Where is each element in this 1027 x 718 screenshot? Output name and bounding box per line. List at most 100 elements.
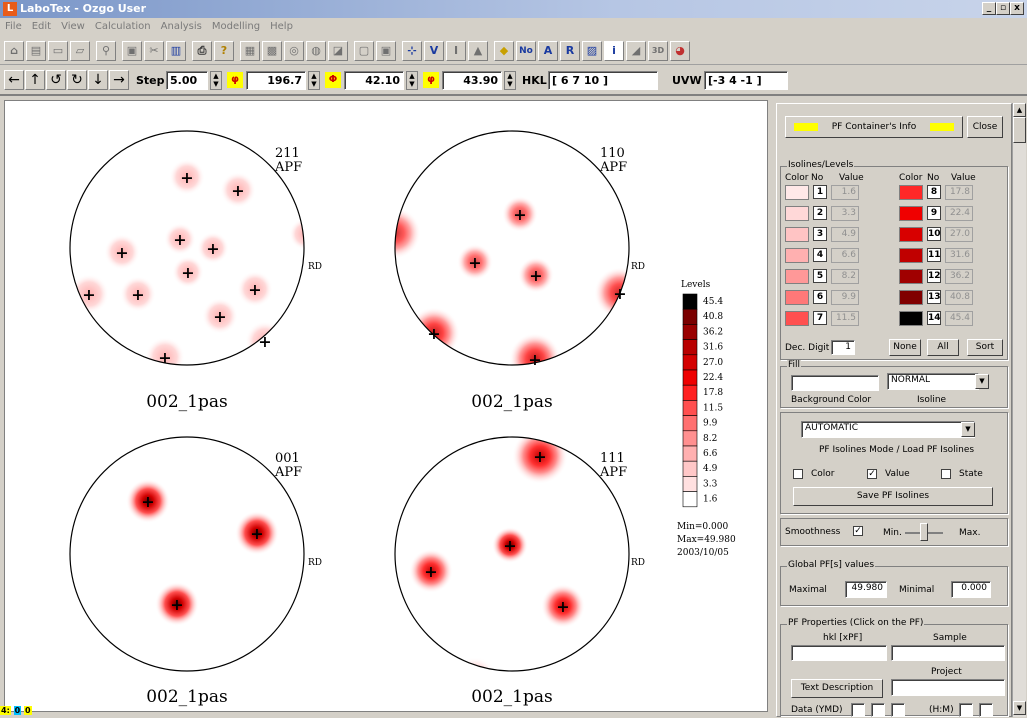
isoline-value[interactable]: 9.9 — [831, 290, 859, 305]
isoline-value[interactable]: 8.2 — [831, 269, 859, 284]
copy-icon[interactable]: ▥ — [166, 41, 186, 61]
rotate-ccw-icon[interactable]: ↺ — [46, 70, 66, 90]
phi1-input[interactable]: 196.7 — [246, 71, 306, 90]
layout-icon[interactable]: ▩ — [262, 41, 282, 61]
mode-select[interactable]: AUTOMATIC — [801, 421, 975, 438]
help-icon[interactable]: ? — [214, 41, 234, 61]
isoline-value[interactable]: 40.8 — [945, 290, 973, 305]
rotate-cw-icon[interactable]: ↻ — [67, 70, 87, 90]
restore-button[interactable]: ▫ — [996, 2, 1010, 15]
hkl-xpf-field[interactable] — [791, 645, 887, 661]
menu-help[interactable]: Help — [270, 21, 293, 32]
project-field[interactable] — [891, 679, 1005, 696]
pole-figure-111[interactable]: + + + + 111 APF RD 002_1pas — [394, 428, 645, 707]
pole-figure-001[interactable]: + + + 001 APF RD 002_1pas — [69, 436, 322, 707]
isoline-color-swatch[interactable] — [899, 311, 923, 326]
sample-field[interactable] — [891, 645, 1005, 661]
isoline-number[interactable]: 3 — [813, 227, 827, 241]
date-d-field[interactable] — [891, 703, 905, 717]
pole-figure-211[interactable]: + + + + + + + + + + + + 211 APF RD 002_1pas — [69, 130, 322, 412]
scroll-up-icon[interactable]: ▲ — [1013, 103, 1026, 117]
isoline-color-swatch[interactable] — [785, 290, 809, 305]
isoline-color-swatch[interactable] — [785, 206, 809, 221]
isoline-value[interactable]: 4.9 — [831, 227, 859, 242]
panel-scrollbar[interactable]: ▲ ▼ — [1012, 103, 1026, 717]
isoline-value[interactable]: 17.8 — [945, 185, 973, 200]
isoline-value[interactable]: 1.6 — [831, 185, 859, 200]
search-icon[interactable]: ⚲ — [96, 41, 116, 61]
isoline-value[interactable]: 11.5 — [831, 311, 859, 326]
isoline-number[interactable]: 9 — [927, 206, 941, 220]
r-icon[interactable]: R — [560, 41, 580, 61]
hkl-input[interactable]: [ 6 7 10 ] — [548, 71, 658, 90]
isoline-color-swatch[interactable] — [785, 269, 809, 284]
new-icon[interactable]: ▤ — [26, 41, 46, 61]
background-color-box[interactable] — [791, 375, 879, 391]
menu-edit[interactable]: Edit — [31, 21, 52, 32]
pole-figure-canvas[interactable]: + + + + + + + + + + + + 211 APF RD 002_1pas + + + + + + … — [4, 100, 768, 712]
color-icon[interactable]: ◆ — [494, 41, 514, 61]
isoline-number[interactable]: 1 — [813, 185, 827, 199]
menu-calculation[interactable]: Calculation — [94, 21, 151, 32]
cut-icon[interactable]: ✂ — [144, 41, 164, 61]
isoline-value[interactable]: 31.6 — [945, 248, 973, 263]
value-checkbox[interactable]: ✓ — [867, 469, 877, 479]
arrow-down-icon[interactable]: ↓ — [88, 70, 108, 90]
menu-modelling[interactable]: Modelling — [211, 21, 261, 32]
isoline-number[interactable]: 6 — [813, 290, 827, 304]
print-icon[interactable]: ⎙ — [192, 41, 212, 61]
sort-button[interactable]: Sort — [967, 339, 1003, 356]
scroll-thumb[interactable] — [1013, 117, 1026, 143]
isoline-color-swatch[interactable] — [785, 311, 809, 326]
a-icon[interactable]: A — [538, 41, 558, 61]
shape-icon[interactable]: ◢ — [626, 41, 646, 61]
circles-icon[interactable]: ◎ — [284, 41, 304, 61]
isoline-color-swatch[interactable] — [785, 248, 809, 263]
close-window-button[interactable]: x — [1010, 2, 1024, 15]
window2-icon[interactable]: ▣ — [376, 41, 396, 61]
phi-input[interactable]: 42.10 — [344, 71, 404, 90]
italic-icon[interactable]: I — [446, 41, 466, 61]
date-y-field[interactable] — [851, 703, 865, 717]
arrow-left-icon[interactable]: ← — [4, 70, 24, 90]
smoothness-checkbox[interactable]: ✓ — [853, 526, 863, 536]
pole-figure-110[interactable]: + + + + + + 110 APF RD 002_1pas — [369, 130, 646, 412]
3d-icon[interactable]: 3D — [648, 41, 668, 61]
isoline-number[interactable]: 14 — [927, 311, 941, 325]
isoline-number[interactable]: 12 — [927, 269, 941, 283]
triangle-icon[interactable]: ▲ — [468, 41, 488, 61]
document-icon[interactable]: ▭ — [48, 41, 68, 61]
uvw-input[interactable]: [-3 4 -1 ] — [704, 71, 788, 90]
none-button[interactable]: None — [889, 339, 921, 356]
isoline-number[interactable]: 2 — [813, 206, 827, 220]
isoline-value[interactable]: 45.4 — [945, 311, 973, 326]
phi-spinner[interactable]: ▲ ▼ — [406, 71, 418, 90]
isoline-value[interactable]: 36.2 — [945, 269, 973, 284]
isoline-number[interactable]: 7 — [813, 311, 827, 325]
id-icon[interactable]: ▨ — [582, 41, 602, 61]
isoline-number[interactable]: 11 — [927, 248, 941, 262]
close-panel-button[interactable]: Close — [967, 116, 1003, 138]
no-icon[interactable]: No — [516, 41, 536, 61]
isoline-number[interactable]: 13 — [927, 290, 941, 304]
menu-file[interactable]: File — [5, 21, 22, 32]
isoline-value[interactable]: 22.4 — [945, 206, 973, 221]
info-icon[interactable]: i — [604, 41, 624, 61]
arrow-right-icon[interactable]: → — [109, 70, 129, 90]
save-pf-isolines-button[interactable]: Save PF Isolines — [793, 487, 993, 506]
isoline-color-swatch[interactable] — [899, 269, 923, 284]
isoline-color-swatch[interactable] — [785, 227, 809, 242]
color-checkbox[interactable] — [793, 469, 803, 479]
mode-dropdown-icon[interactable]: ▼ — [961, 422, 975, 437]
chart-icon[interactable]: ◪ — [328, 41, 348, 61]
smoothness-slider[interactable] — [920, 523, 928, 541]
date-m-field[interactable] — [871, 703, 885, 717]
grid-icon[interactable]: ▦ — [240, 41, 260, 61]
scroll-down-icon[interactable]: ▼ — [1013, 701, 1026, 715]
arrow-up-icon[interactable]: ↑ — [25, 70, 45, 90]
phi1-spinner[interactable]: ▲ ▼ — [308, 71, 320, 90]
isoline-color-swatch[interactable] — [899, 185, 923, 200]
isoline-color-swatch[interactable] — [899, 227, 923, 242]
isoline-number[interactable]: 10 — [927, 227, 941, 241]
pf-icon[interactable]: ◍ — [306, 41, 326, 61]
